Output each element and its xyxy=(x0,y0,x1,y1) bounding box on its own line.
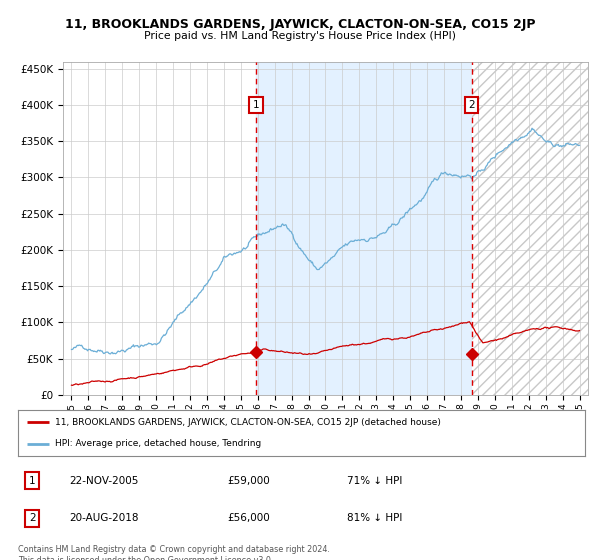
Text: Contains HM Land Registry data © Crown copyright and database right 2024.
This d: Contains HM Land Registry data © Crown c… xyxy=(18,545,330,560)
Bar xyxy=(472,62,588,395)
Text: 11, BROOKLANDS GARDENS, JAYWICK, CLACTON-ON-SEA, CO15 2JP: 11, BROOKLANDS GARDENS, JAYWICK, CLACTON… xyxy=(65,18,535,31)
Text: 71% ↓ HPI: 71% ↓ HPI xyxy=(347,476,402,486)
Text: HPI: Average price, detached house, Tendring: HPI: Average price, detached house, Tend… xyxy=(55,440,261,449)
Text: £56,000: £56,000 xyxy=(228,514,271,523)
Text: 20-AUG-2018: 20-AUG-2018 xyxy=(69,514,139,523)
Text: 1: 1 xyxy=(253,100,259,110)
Text: Price paid vs. HM Land Registry's House Price Index (HPI): Price paid vs. HM Land Registry's House … xyxy=(144,31,456,41)
Text: £59,000: £59,000 xyxy=(228,476,271,486)
Text: 22-NOV-2005: 22-NOV-2005 xyxy=(69,476,139,486)
Bar xyxy=(472,62,588,395)
Text: 81% ↓ HPI: 81% ↓ HPI xyxy=(347,514,402,523)
Text: 1: 1 xyxy=(29,476,35,486)
Text: 2: 2 xyxy=(469,100,475,110)
Text: 2: 2 xyxy=(29,514,35,523)
Bar xyxy=(256,62,472,395)
Text: 11, BROOKLANDS GARDENS, JAYWICK, CLACTON-ON-SEA, CO15 2JP (detached house): 11, BROOKLANDS GARDENS, JAYWICK, CLACTON… xyxy=(55,418,441,427)
